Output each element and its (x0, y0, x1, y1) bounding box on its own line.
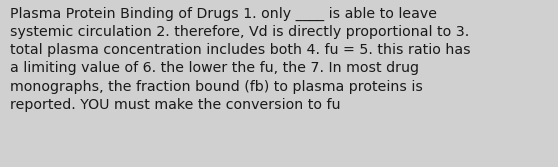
Text: Plasma Protein Binding of Drugs 1. only ____ is able to leave
systemic circulati: Plasma Protein Binding of Drugs 1. only … (10, 7, 470, 112)
